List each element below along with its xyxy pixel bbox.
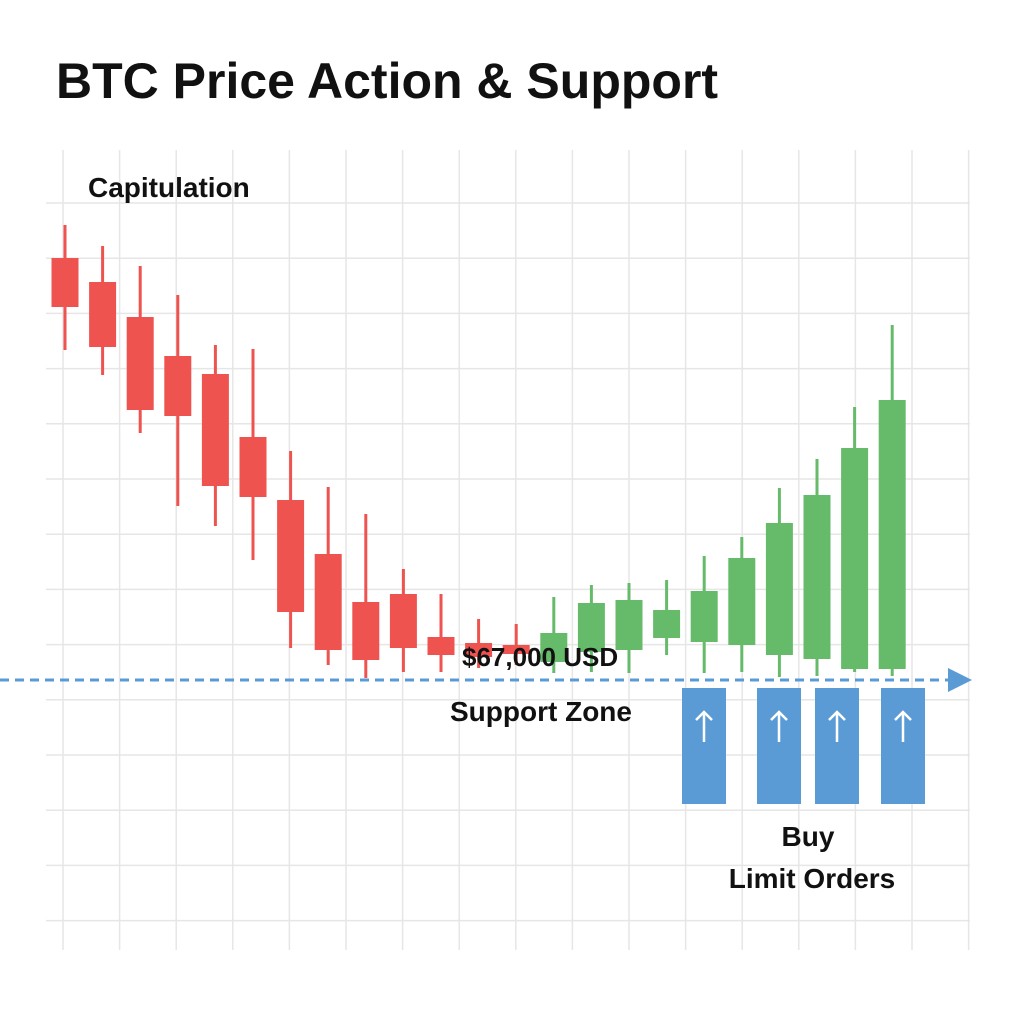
candle-body [164, 356, 192, 416]
candle-body [803, 495, 831, 659]
annotation: Limit Orders [729, 863, 895, 894]
candle-body [201, 374, 229, 486]
order-box [881, 688, 925, 804]
candle-body [540, 633, 568, 662]
candles [51, 225, 906, 678]
support-arrow [948, 668, 972, 692]
candle-body [502, 645, 530, 654]
candle-body [89, 282, 117, 347]
candle-body [126, 317, 154, 410]
candle-body [389, 594, 417, 648]
candle-body [465, 643, 493, 657]
annotation: Buy [782, 821, 835, 852]
candle-body [841, 448, 869, 669]
candle-body [277, 500, 305, 612]
buy-orders [682, 688, 925, 804]
candle-body [352, 602, 380, 660]
order-arrows [695, 710, 912, 742]
candle-body [728, 558, 756, 645]
order-box [682, 688, 726, 804]
order-box [815, 688, 859, 804]
annotation: Support Zone [450, 696, 632, 727]
candle-body [765, 523, 793, 655]
candle-body [239, 437, 267, 497]
annotation: Capitulation [88, 172, 250, 203]
order-box [757, 688, 801, 804]
candle-body [615, 600, 643, 650]
arrow [695, 710, 713, 742]
candle-body [690, 591, 718, 642]
chart-title: BTC Price Action & Support [56, 53, 718, 109]
arrow [770, 710, 788, 742]
candle-body [577, 603, 605, 652]
arrow [828, 710, 846, 742]
arrow [894, 710, 912, 742]
candle-body [427, 637, 455, 655]
candle-body [314, 554, 342, 650]
candle-body [653, 610, 681, 638]
candle-body [51, 258, 79, 307]
candle-body [878, 400, 906, 669]
support: $67,000 USD [0, 642, 972, 692]
support-label: $67,000 USD [462, 642, 618, 672]
